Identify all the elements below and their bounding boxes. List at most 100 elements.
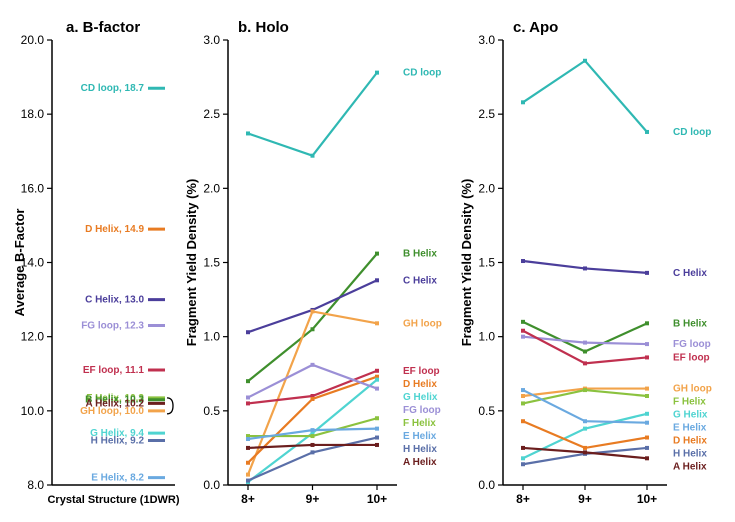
- xtick-label: 10+: [367, 492, 387, 506]
- series-marker: [645, 342, 649, 346]
- bfactor-label: GH loop, 10.0: [80, 406, 144, 417]
- series-line: [523, 390, 647, 403]
- series-label: E Helix: [403, 431, 437, 442]
- series-label: A Helix: [673, 462, 707, 473]
- panel-title: b. Holo: [238, 19, 289, 36]
- series-marker: [246, 461, 250, 465]
- bfactor-label: C Helix, 13.0: [85, 295, 144, 306]
- y-axis-label: Fragment Yield Density (%): [184, 179, 199, 347]
- y-axis-label: Average B-Factor: [12, 209, 27, 317]
- ytick-label: 2.5: [478, 107, 495, 121]
- series-marker: [246, 479, 250, 483]
- ytick-label: 0.0: [478, 478, 495, 492]
- series-marker: [311, 363, 315, 367]
- series-marker: [246, 395, 250, 399]
- xtick-label: 9+: [306, 492, 320, 506]
- series-line: [523, 331, 647, 364]
- series-label: E Helix: [673, 423, 707, 434]
- xtick-label: 10+: [637, 492, 657, 506]
- x-axis-label: Crystal Structure (1DWR): [47, 494, 179, 506]
- bfactor-label: CD loop, 18.7: [81, 83, 145, 94]
- series-marker: [246, 131, 250, 135]
- series-marker: [375, 71, 379, 75]
- series-line: [248, 254, 377, 382]
- series-marker: [583, 59, 587, 63]
- ytick-label: 0.0: [203, 478, 220, 492]
- ytick-label: 2.0: [203, 181, 220, 195]
- ytick-label: 2.0: [478, 181, 495, 195]
- ytick-label: 1.0: [478, 330, 495, 344]
- series-marker: [246, 330, 250, 334]
- series-label: CD loop: [403, 68, 441, 79]
- series-line: [248, 280, 377, 332]
- series-marker: [375, 278, 379, 282]
- series-marker: [246, 401, 250, 405]
- series-label: C Helix: [673, 268, 707, 279]
- series-label: A Helix: [403, 457, 437, 468]
- bfactor-label: FG loop, 12.3: [81, 321, 144, 332]
- series-marker: [311, 443, 315, 447]
- series-marker: [645, 456, 649, 460]
- series-marker: [583, 388, 587, 392]
- series-marker: [521, 446, 525, 450]
- series-marker: [521, 456, 525, 460]
- series-label: D Helix: [403, 379, 437, 390]
- ytick-label: 0.5: [478, 404, 495, 418]
- series-line: [248, 377, 377, 463]
- series-marker: [583, 266, 587, 270]
- series-marker: [583, 341, 587, 345]
- series-marker: [645, 387, 649, 391]
- series-marker: [375, 252, 379, 256]
- series-marker: [375, 436, 379, 440]
- ytick-label: 0.5: [203, 404, 220, 418]
- series-marker: [521, 388, 525, 392]
- series-marker: [311, 397, 315, 401]
- series-marker: [311, 309, 315, 313]
- bfactor-label: E Helix, 8.2: [91, 473, 144, 484]
- series-marker: [521, 259, 525, 263]
- series-marker: [311, 428, 315, 432]
- series-label: G Helix: [403, 392, 438, 403]
- series-label: H Helix: [673, 449, 707, 460]
- panel-a: 8.010.012.014.016.018.020.0Average B-Fac…: [10, 10, 180, 512]
- xtick-label: 9+: [578, 492, 592, 506]
- series-marker: [375, 427, 379, 431]
- series-marker: [645, 421, 649, 425]
- series-label: B Helix: [403, 249, 437, 260]
- series-label: F Helix: [403, 418, 436, 429]
- series-marker: [521, 462, 525, 466]
- ytick-label: 12.0: [21, 330, 45, 344]
- series-marker: [645, 394, 649, 398]
- series-label: GH loop: [403, 318, 442, 329]
- bracket-icon: [167, 398, 173, 414]
- series-marker: [311, 327, 315, 331]
- series-label: D Helix: [673, 436, 707, 447]
- series-marker: [583, 361, 587, 365]
- series-marker: [246, 473, 250, 477]
- series-label: G Helix: [673, 410, 708, 421]
- series-marker: [583, 419, 587, 423]
- series-label: CD loop: [673, 127, 711, 138]
- series-marker: [311, 434, 315, 438]
- series-label: H Helix: [403, 444, 437, 455]
- series-line: [523, 61, 647, 132]
- series-line: [523, 322, 647, 352]
- xtick-label: 8+: [241, 492, 255, 506]
- y-axis-label: Fragment Yield Density (%): [459, 179, 474, 347]
- series-marker: [645, 271, 649, 275]
- series-marker: [645, 355, 649, 359]
- series-line: [248, 73, 377, 156]
- series-marker: [521, 320, 525, 324]
- series-marker: [583, 446, 587, 450]
- bfactor-label: D Helix, 14.9: [85, 224, 144, 235]
- series-marker: [246, 379, 250, 383]
- series-line: [248, 311, 377, 474]
- series-marker: [311, 154, 315, 158]
- ytick-label: 2.5: [203, 107, 220, 121]
- series-marker: [375, 378, 379, 382]
- panel-title: c. Apo: [513, 19, 558, 36]
- series-marker: [521, 329, 525, 333]
- series-label: FG loop: [403, 405, 441, 416]
- series-marker: [375, 321, 379, 325]
- series-marker: [521, 100, 525, 104]
